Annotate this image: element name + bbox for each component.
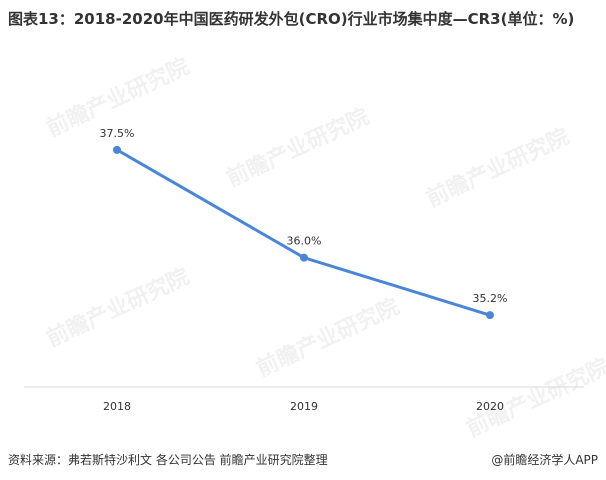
brand-credit: @前瞻经济学人APP bbox=[491, 453, 598, 467]
axis-layer: 2018 2019 2020 bbox=[24, 386, 584, 413]
x-tick-label: 2020 bbox=[476, 400, 504, 413]
data-label: 36.0% bbox=[287, 235, 322, 248]
series-line bbox=[115, 148, 492, 317]
label-layer: 37.5% 36.0% 35.2% bbox=[100, 127, 508, 305]
data-label: 37.5% bbox=[100, 127, 135, 140]
series-layer bbox=[113, 145, 494, 320]
data-point bbox=[113, 145, 121, 154]
x-tick-label: 2019 bbox=[290, 400, 318, 413]
x-tick-label: 2018 bbox=[103, 400, 131, 413]
data-point bbox=[486, 311, 494, 320]
line-chart: 2018 2019 2020 37.5% 36.0% 35.2% bbox=[24, 127, 584, 413]
data-label: 35.2% bbox=[473, 292, 508, 305]
source-note: 资料来源：弗若斯特沙利文 各公司公告 前瞻产业研究院整理 bbox=[8, 453, 328, 467]
chart-title: 图表13：2018-2020年中国医药研发外包(CRO)行业市场集中度—CR3(… bbox=[8, 10, 575, 28]
data-point bbox=[300, 253, 308, 262]
